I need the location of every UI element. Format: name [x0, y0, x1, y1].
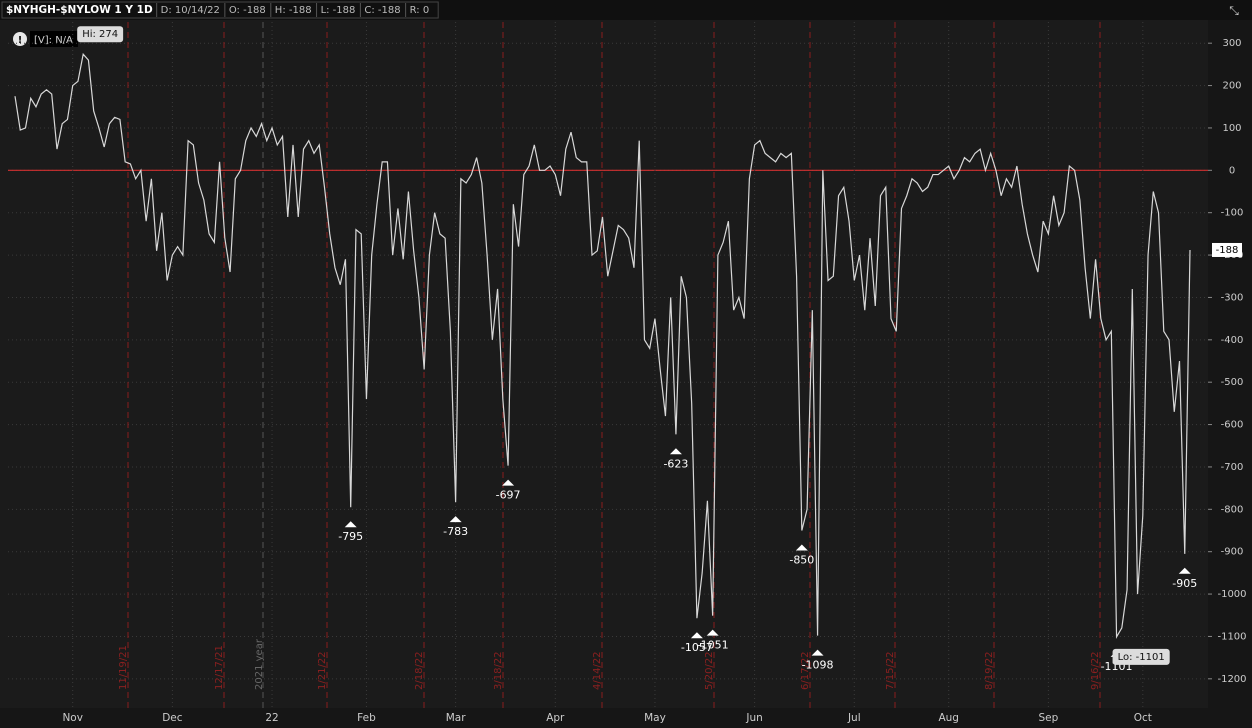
- axis-panel: [1208, 20, 1252, 708]
- expiration-label: 11/19/21: [118, 645, 129, 690]
- symbol: $NYHGH-$NYLOW 1 Y 1D: [6, 4, 153, 16]
- low-label: -1098: [802, 659, 834, 672]
- volume-box: [30, 31, 78, 47]
- header-field: D: 10/14/22: [161, 5, 220, 16]
- low-box: [1112, 648, 1170, 665]
- high-box: [77, 26, 124, 43]
- y-tick-label: -1200: [1217, 674, 1246, 685]
- header-field: L: -188: [321, 5, 356, 16]
- y-tick-label: -100: [1221, 208, 1244, 219]
- x-tick-label: Dec: [162, 712, 183, 724]
- low-marker: [706, 629, 719, 636]
- low-label: Lo: -1101: [1118, 652, 1165, 663]
- header-field: O: -188: [229, 5, 266, 16]
- low-label: -1057: [681, 641, 713, 654]
- low-label: -1051: [697, 639, 729, 652]
- expiration-label: 7/15/22: [885, 651, 896, 690]
- warning-mark: !: [18, 35, 23, 46]
- x-tick-label: May: [644, 712, 666, 724]
- volume-label: [V]: N/A: [34, 35, 73, 46]
- settings-icon[interactable]: ⤡: [1229, 4, 1239, 18]
- x-tick-label: Jun: [745, 712, 762, 724]
- expiration-label: 5/20/22: [704, 651, 715, 690]
- low-marker: [344, 521, 357, 528]
- y-tick-label: 100: [1222, 123, 1241, 134]
- header-field: R: 0: [410, 5, 430, 16]
- header-bar: [0, 0, 1252, 20]
- x-tick-label: 22: [265, 712, 278, 724]
- header-field: H: -188: [275, 5, 312, 16]
- y-tick-label: -1100: [1217, 631, 1246, 642]
- last-value-box: [1212, 242, 1242, 257]
- low-marker: [1178, 567, 1191, 574]
- x-tick-label: Mar: [446, 712, 466, 724]
- y-tick-label: -700: [1221, 462, 1244, 473]
- low-label: -783: [443, 525, 468, 538]
- y-tick-label: -800: [1221, 504, 1244, 515]
- low-marker: [502, 479, 515, 486]
- x-tick-label: Feb: [357, 712, 376, 724]
- expiration-label: 12/17/21: [214, 645, 225, 690]
- year-label: 2021 year: [254, 638, 265, 690]
- expiration-label: 3/18/22: [493, 651, 504, 690]
- low-marker: [669, 448, 682, 455]
- x-tick-label: Jul: [847, 712, 861, 724]
- y-tick-label: 0: [1229, 165, 1235, 176]
- expiration-label: 8/19/22: [984, 651, 995, 690]
- low-marker: [811, 649, 824, 656]
- expiration-label: 6/17/22: [800, 651, 811, 690]
- warning-icon[interactable]: [13, 32, 27, 46]
- x-tick-label: Apr: [546, 712, 565, 724]
- y-tick-label: 300: [1222, 38, 1241, 49]
- x-axis-panel: [0, 708, 1252, 728]
- header-box: [1, 1, 439, 19]
- low-label: -795: [338, 530, 363, 543]
- low-label: -697: [496, 489, 521, 502]
- header: $NYHGH-$NYLOW 1 Y 1D D: 10/14/22 O: -188 H:…: [1, 1, 439, 19]
- high-label: Hi: 274: [82, 29, 118, 40]
- expiration-label: 2/18/22: [414, 651, 425, 690]
- y-tick-label: -600: [1221, 420, 1244, 431]
- x-tick-label: Oct: [1134, 712, 1152, 724]
- x-tick-label: Sep: [1038, 712, 1058, 724]
- expiration-label: 4/14/22: [592, 651, 603, 690]
- low-label: -850: [789, 554, 814, 567]
- y-tick-label: 200: [1222, 81, 1241, 92]
- x-tick-label: Aug: [938, 712, 959, 724]
- last-value-label: -188: [1216, 245, 1239, 256]
- low-label: -905: [1172, 577, 1197, 590]
- header-field: C: -188: [364, 5, 400, 16]
- low-marker: [449, 516, 462, 523]
- y-tick-label: -1000: [1217, 589, 1246, 600]
- low-marker: [690, 632, 703, 639]
- low-marker: [795, 544, 808, 551]
- y-tick-label: -900: [1221, 547, 1244, 558]
- y-tick-label: -500: [1221, 377, 1244, 388]
- expiration-label: 1/21/22: [317, 651, 328, 690]
- x-tick-label: Nov: [62, 712, 83, 724]
- y-tick-label: -300: [1221, 292, 1244, 303]
- low-label: -623: [663, 457, 688, 470]
- expiration-label: 9/16/22: [1090, 651, 1101, 690]
- data-line: [14, 52, 1191, 639]
- y-tick-label: -400: [1221, 335, 1244, 346]
